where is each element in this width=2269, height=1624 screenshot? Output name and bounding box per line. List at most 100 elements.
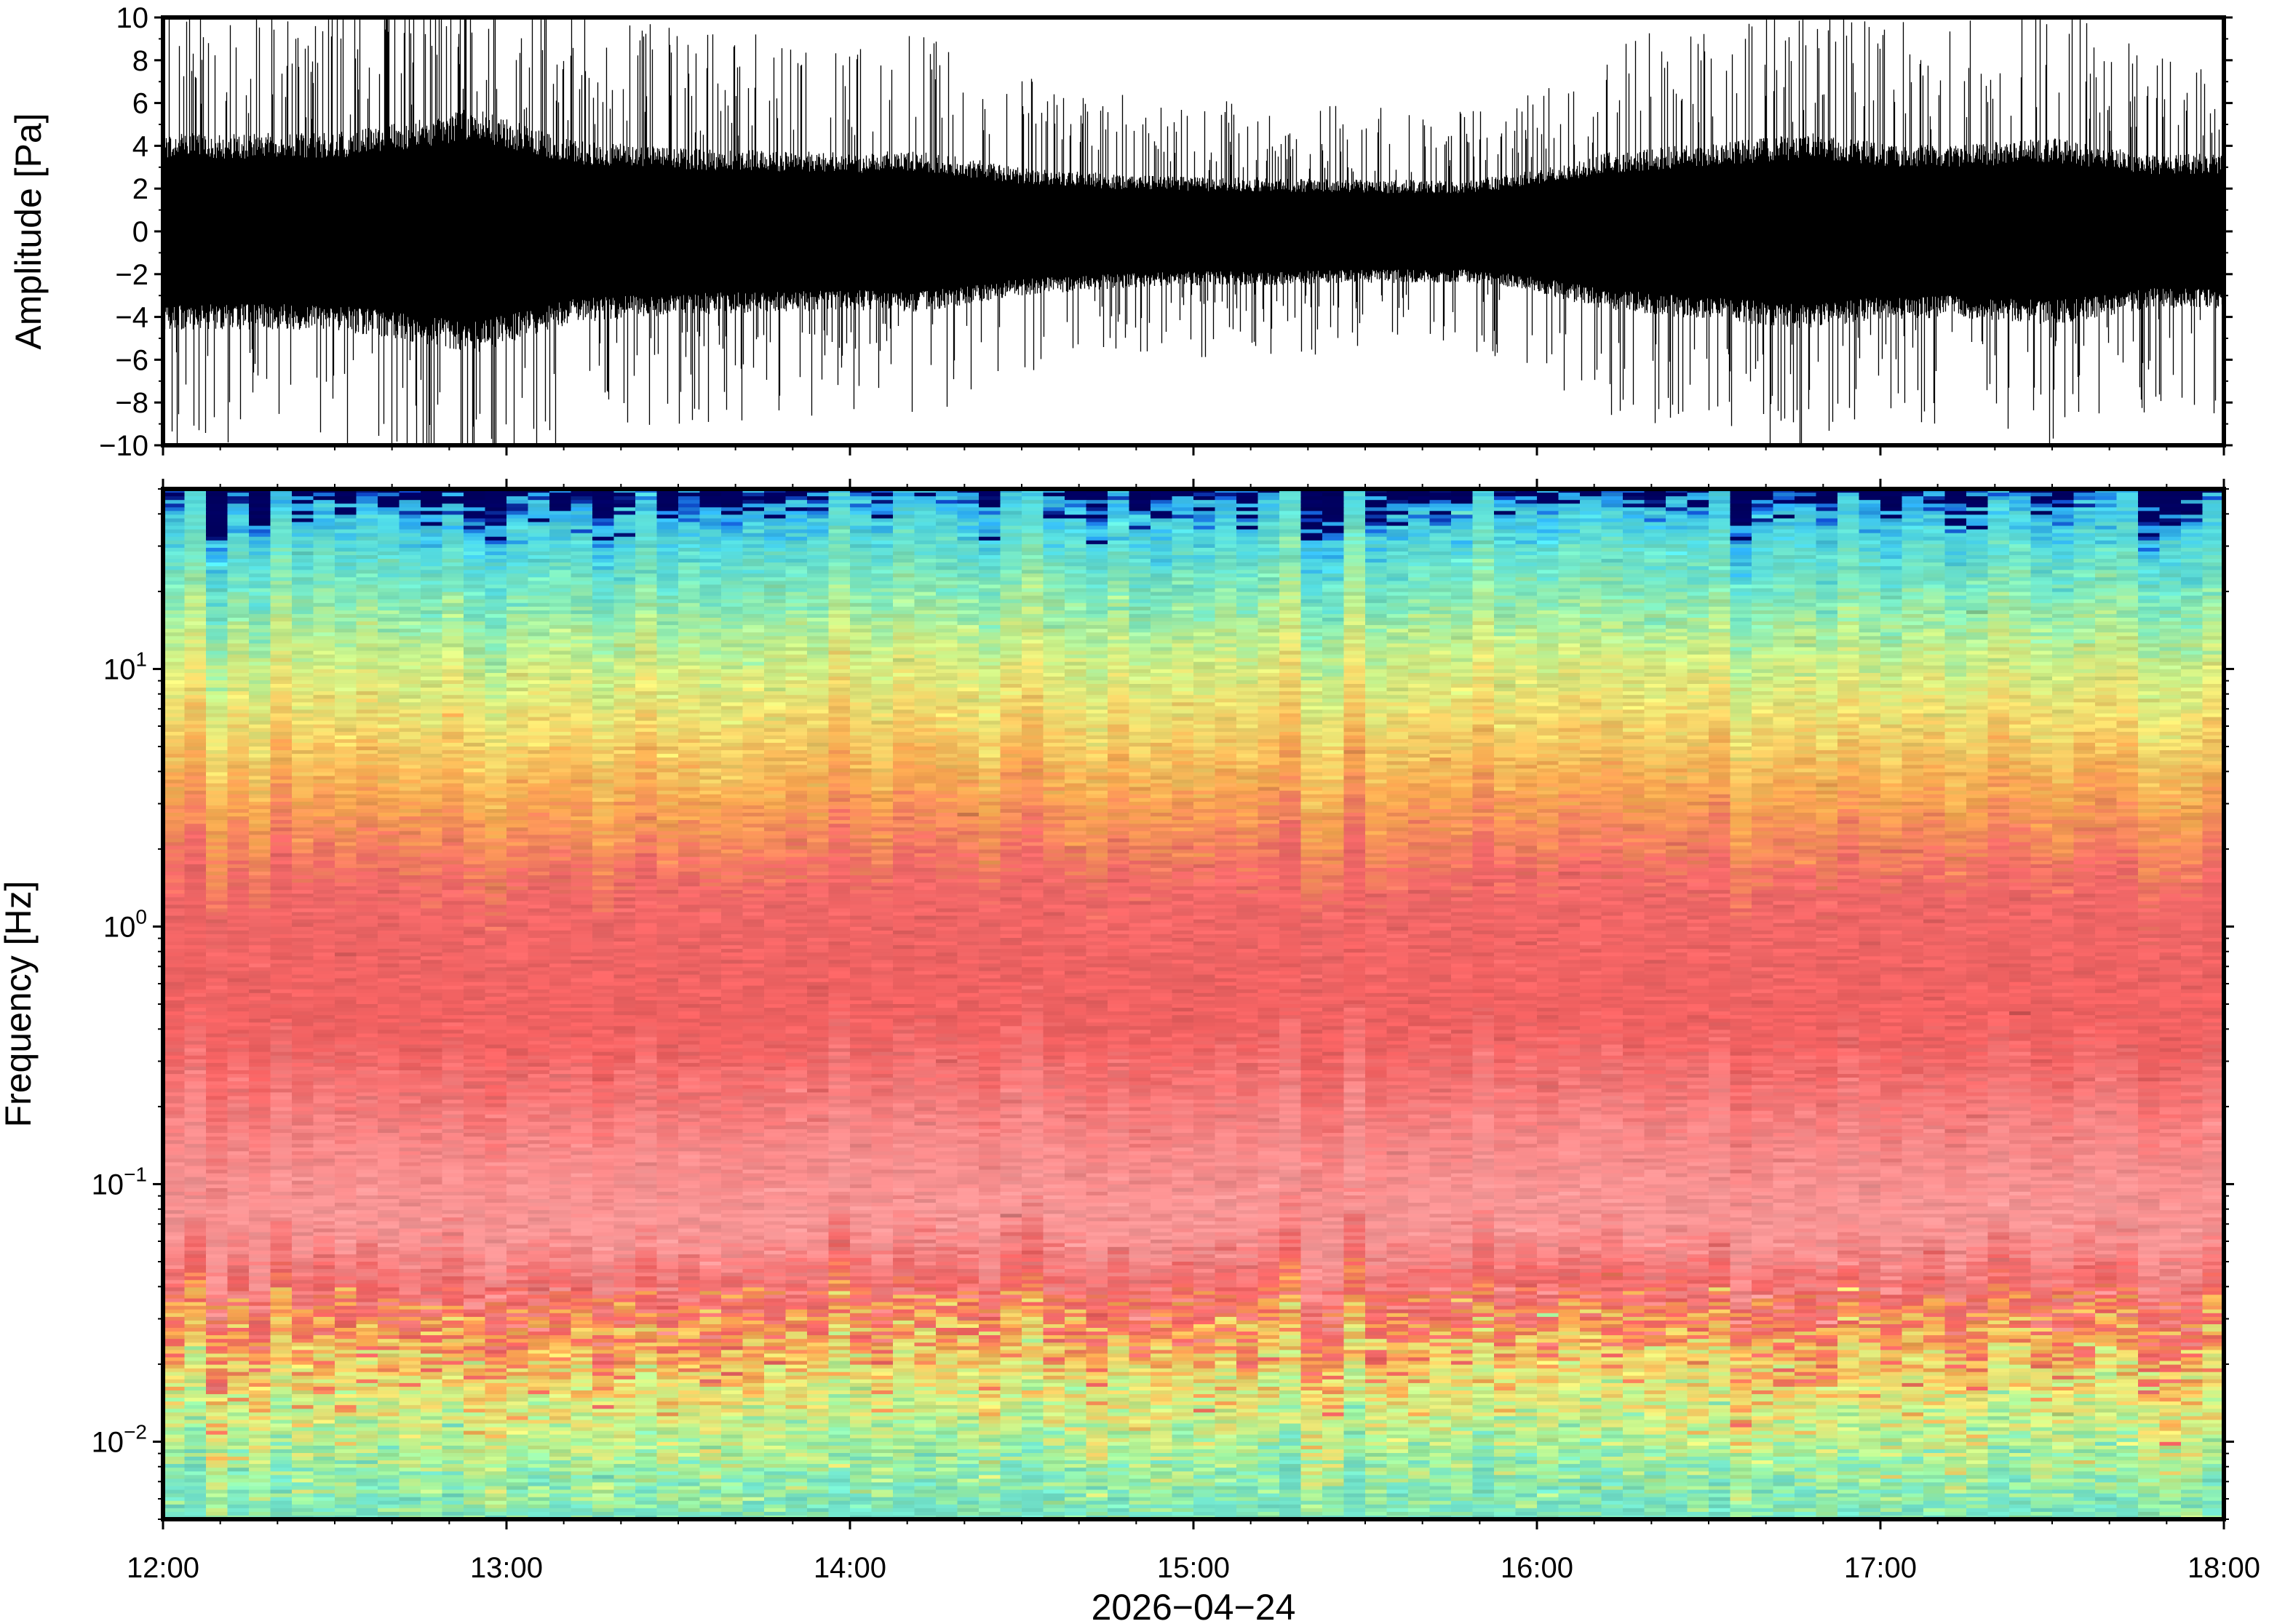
spectrogram-cell xyxy=(1859,573,1881,578)
spectrogram-cell xyxy=(1408,555,1430,560)
spectrogram-cell xyxy=(1880,566,1902,570)
spectrogram-cell xyxy=(1430,555,1452,560)
spectrogram-cell xyxy=(1580,658,1602,663)
spectrogram-cell xyxy=(1752,562,1773,567)
spectrogram-cell xyxy=(2203,496,2225,501)
spectrogram-cell xyxy=(2203,607,2225,611)
spectrogram-cell xyxy=(485,511,507,515)
spectrogram-cell xyxy=(1795,503,1816,508)
spectrogram-cell xyxy=(335,632,357,637)
spectrogram-cell xyxy=(528,573,550,578)
spectrogram-cell xyxy=(464,562,485,567)
spectrogram-cell xyxy=(1044,541,1065,545)
spectrogram-cell xyxy=(850,592,872,597)
spectrogram-cell xyxy=(464,669,485,674)
spectrogram-cell xyxy=(936,643,958,648)
spectrogram-cell xyxy=(1795,651,1816,656)
spectrogram-cell xyxy=(378,614,400,618)
spectrogram-cell xyxy=(872,643,894,648)
spectrogram-cell xyxy=(1666,651,1688,656)
spectrogram-cell xyxy=(421,607,442,611)
spectrogram-cell xyxy=(1451,541,1473,545)
spectrogram-cell xyxy=(1322,566,1344,570)
spectrogram-cell xyxy=(506,592,528,597)
spectrogram-cell xyxy=(678,511,700,515)
spectrogram-cell xyxy=(2203,592,2225,597)
spectrogram-cell xyxy=(1709,618,1730,622)
spectrogram-cell xyxy=(464,530,485,534)
spectrogram-cell xyxy=(1537,537,1559,541)
spectrogram-cell xyxy=(485,666,507,670)
spectrogram-cell xyxy=(1537,592,1559,597)
spectrogram-cell xyxy=(1430,643,1452,648)
spectrogram-cell xyxy=(893,537,915,541)
spectrogram-cell xyxy=(1645,566,1666,570)
spectrogram-cell xyxy=(1258,643,1280,648)
spectrogram-cell xyxy=(1151,592,1172,597)
spectrogram-cell xyxy=(2052,555,2074,560)
spectrogram-cell xyxy=(571,503,593,508)
spectrogram-cell xyxy=(528,592,550,597)
spectrogram-cell xyxy=(1322,669,1344,674)
spectrogram-cell xyxy=(292,589,314,593)
spectrogram-cell xyxy=(2160,651,2182,656)
spectrogram-cell xyxy=(271,511,293,515)
spectrogram-cell xyxy=(571,581,593,585)
spectrogram-cell xyxy=(1516,530,1538,534)
spectrogram-cell xyxy=(2203,555,2225,560)
spectrogram-cell xyxy=(1365,625,1387,629)
spectrogram-cell xyxy=(1408,640,1430,644)
spectrogram-cell xyxy=(1837,643,1859,648)
spectrogram-cell xyxy=(936,511,958,515)
spectrogram-cell xyxy=(1880,618,1902,622)
spectrogram-cell xyxy=(485,581,507,585)
spectrogram-cell xyxy=(2074,522,2096,527)
spectrogram-cell xyxy=(1022,640,1044,644)
spectrogram-cell xyxy=(1151,589,1172,593)
spectrogram-cell xyxy=(1966,600,1988,604)
spectrogram-cell xyxy=(614,592,636,597)
spectrogram-cell xyxy=(1645,573,1666,578)
spectrogram-cell xyxy=(614,562,636,567)
spectrogram-cell xyxy=(850,658,872,663)
spectrogram-cell xyxy=(2031,592,2053,597)
spectrogram-cell xyxy=(614,573,636,578)
spectrogram-cell xyxy=(528,530,550,534)
spectrogram-cell xyxy=(721,537,743,541)
spectrogram-cell xyxy=(506,573,528,578)
spectrogram-cell xyxy=(1988,537,2010,541)
spectrogram-cell xyxy=(1044,511,1065,515)
spectrogram-cell xyxy=(314,651,335,656)
spectrogram-cell xyxy=(1430,514,1452,519)
spectrogram-cell xyxy=(1215,666,1237,670)
spectrogram-cell xyxy=(1688,643,1709,648)
spectrogram-cell xyxy=(421,614,442,618)
spectrogram-cell xyxy=(1322,632,1344,637)
spectrogram-cell xyxy=(1688,625,1709,629)
spectrogram-cell xyxy=(829,573,851,578)
spectrogram-cell xyxy=(1086,548,1108,552)
spectrogram-cell xyxy=(1430,511,1452,515)
spectrogram-cell xyxy=(1129,573,1151,578)
spectrogram-cell xyxy=(1580,625,1602,629)
spectrogram-cell xyxy=(357,651,378,656)
spectrogram-cell xyxy=(872,607,894,611)
spectrogram-cell xyxy=(2031,541,2053,545)
spectrogram-cell xyxy=(2117,562,2139,567)
spectrogram-cell xyxy=(2160,514,2182,519)
spectrogram-cell xyxy=(2181,511,2203,515)
spectrogram-cell xyxy=(1580,496,1602,501)
spectrogram-cell xyxy=(1301,514,1323,519)
spectrogram-cell xyxy=(1451,562,1473,567)
spectrogram-cell xyxy=(1688,562,1709,567)
spectrogram-cell xyxy=(1602,573,1624,578)
spectrogram-cell xyxy=(2031,669,2053,674)
spectrogram-cell xyxy=(915,548,937,552)
spectrogram-cell xyxy=(271,514,293,519)
spectrogram-cell xyxy=(872,573,894,578)
spectrogram-cell xyxy=(2203,548,2225,552)
spectrogram-cell xyxy=(506,541,528,545)
spectrogram-cell xyxy=(292,548,314,552)
spectrogram-cell xyxy=(314,541,335,545)
spectrogram-cell xyxy=(2031,589,2053,593)
